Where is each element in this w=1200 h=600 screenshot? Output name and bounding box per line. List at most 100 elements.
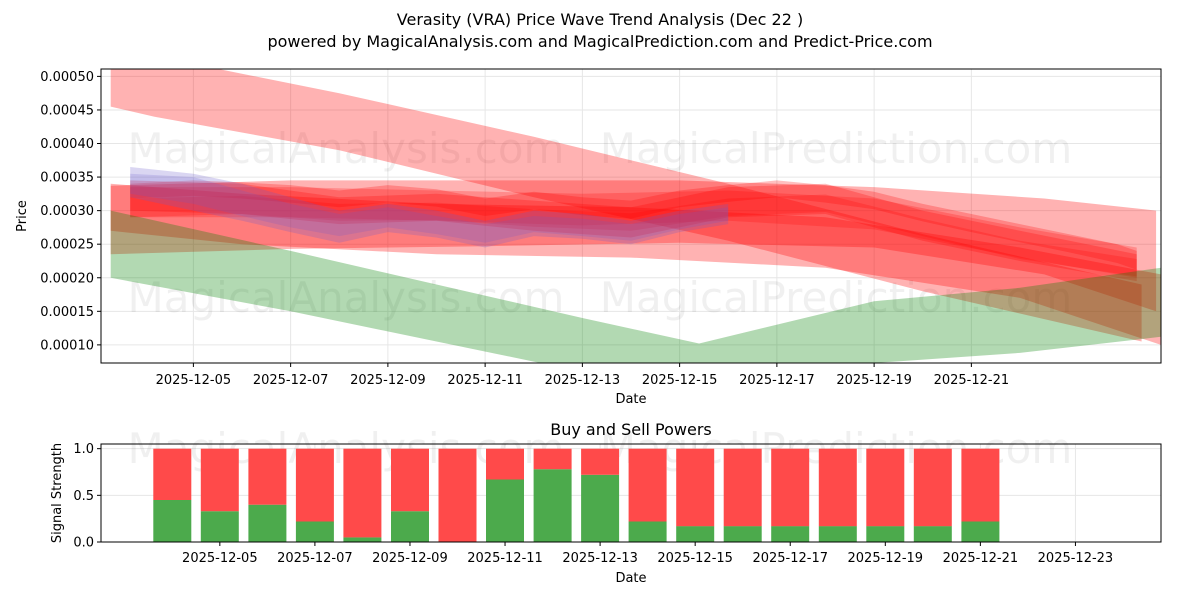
- buy-bar: [343, 537, 382, 542]
- price-chart-panel: MagicalAnalysis.com MagicalPrediction.co…: [15, 68, 1162, 407]
- buy-bar: [200, 511, 239, 542]
- watermark-analysis-top: MagicalAnalysis.com: [128, 124, 565, 173]
- buy-bar: [248, 504, 287, 542]
- price-y-tick-label: 0.00020: [40, 271, 94, 286]
- sell-bar: [771, 448, 810, 527]
- price-x-tick-label: 2025-12-13: [545, 373, 621, 388]
- sell-bar: [913, 448, 952, 527]
- red-wide-mid-band: [110, 180, 1157, 312]
- signal-y-tick-label: 1.0: [73, 442, 94, 457]
- signal-y-tick-label: 0.5: [73, 489, 94, 504]
- price-axes-frame: [100, 68, 1162, 364]
- sell-bar: [676, 448, 715, 527]
- price-x-tick-label: 2025-12-21: [934, 373, 1010, 388]
- signal-chart-panel: Buy and Sell Powers MagicalAnalysis.com …: [50, 420, 1162, 586]
- sell-bar: [628, 448, 667, 522]
- signal-x-tick-label: 2025-12-11: [467, 551, 543, 566]
- watermark-prediction-top: MagicalPrediction.com: [600, 124, 1073, 173]
- buy-bar: [961, 521, 1000, 542]
- price-y-tick-label: 0.00045: [40, 103, 94, 118]
- signal-x-tick-label: 2025-12-13: [562, 551, 638, 566]
- buy-bar: [486, 479, 524, 542]
- sell-bar: [866, 448, 905, 527]
- price-y-tick-label: 0.00040: [40, 137, 94, 152]
- buy-bar: [153, 500, 192, 542]
- price-y-axis-label: Price: [15, 200, 30, 232]
- price-x-tick-label: 2025-12-07: [253, 373, 329, 388]
- figure-title: Verasity (VRA) Price Wave Trend Analysis…: [397, 10, 803, 29]
- figure-subtitle: powered by MagicalAnalysis.com and Magic…: [267, 32, 932, 51]
- sell-bar: [533, 448, 572, 470]
- signal-x-tick-label: 2025-12-15: [657, 551, 733, 566]
- sell-bar: [486, 448, 524, 480]
- buy-bar: [866, 526, 905, 542]
- price-y-tick-label: 0.00010: [40, 338, 94, 353]
- buy-bar: [295, 521, 334, 542]
- buy-bar: [723, 526, 762, 542]
- green-band: [110, 210, 1161, 363]
- red-core-3: [130, 187, 1137, 278]
- sell-bar: [343, 448, 382, 538]
- price-y-tick-label: 0.00025: [40, 238, 94, 253]
- signal-x-axis-label: Date: [615, 571, 646, 586]
- buy-bar: [771, 526, 810, 542]
- red-core-4: [130, 194, 1137, 277]
- sell-bar: [581, 448, 620, 475]
- buy-bar: [818, 526, 857, 542]
- buy-bar: [391, 511, 429, 542]
- price-x-tick-label: 2025-12-11: [447, 373, 523, 388]
- signal-x-tick-label: 2025-12-17: [752, 551, 828, 566]
- signal-x-tick-label: 2025-12-05: [182, 551, 258, 566]
- purple-band-2: [130, 173, 729, 243]
- price-x-axis-label: Date: [615, 392, 646, 407]
- red-wide-low-band: [110, 183, 1161, 345]
- price-plot-area: [101, 69, 1161, 363]
- price-y-tick-label: 0.00050: [40, 70, 94, 85]
- price-x-tick-label: 2025-12-19: [836, 373, 912, 388]
- signal-x-tick-label: 2025-12-07: [277, 551, 353, 566]
- sell-bar: [295, 448, 334, 522]
- signal-x-tick-label: 2025-12-21: [943, 551, 1019, 566]
- purple-band-1: [130, 167, 729, 248]
- buy-bar: [581, 474, 620, 542]
- sell-bar: [438, 448, 477, 542]
- signal-chart-title: Buy and Sell Powers: [550, 420, 712, 439]
- buy-bar: [533, 469, 572, 542]
- sell-bar: [818, 448, 857, 527]
- sell-bar: [391, 448, 429, 512]
- signal-bars: [153, 448, 1000, 542]
- price-y-tick-label: 0.00030: [40, 204, 94, 219]
- signal-y-axis-label: Signal Strength: [50, 443, 65, 543]
- red-core-1: [130, 180, 1137, 270]
- price-x-tick-label: 2025-12-05: [156, 373, 232, 388]
- sell-bar: [200, 448, 239, 512]
- price-y-tick-label: 0.00015: [40, 305, 94, 320]
- price-x-tick-label: 2025-12-09: [350, 373, 426, 388]
- price-grid: [101, 69, 1161, 363]
- price-bands: [110, 69, 1161, 363]
- price-x-tick-label: 2025-12-17: [739, 373, 815, 388]
- red-wide-upper-band: [110, 69, 1142, 342]
- red-core-2: [130, 180, 1137, 282]
- signal-x-tick-label: 2025-12-23: [1038, 551, 1114, 566]
- sell-bar: [961, 448, 1000, 522]
- buy-bar: [913, 526, 952, 542]
- sell-bar: [153, 448, 192, 500]
- signal-axes-frame: [100, 443, 1162, 543]
- buy-bar: [628, 521, 667, 542]
- watermark-analysis-mid: MagicalAnalysis.com: [128, 273, 565, 322]
- signal-x-tick-label: 2025-12-19: [848, 551, 924, 566]
- signal-x-ticks: 2025-12-05 2025-12-07 2025-12-09 2025-12-11…: [182, 542, 1113, 566]
- price-y-tick-label: 0.00035: [40, 171, 94, 186]
- buy-bar: [676, 526, 715, 542]
- signal-y-ticks: 0.0 0.5 1.0: [73, 442, 101, 551]
- price-y-ticks: 0.00010 0.00015 0.00020 0.00025 0.00030 0.000…: [40, 70, 101, 353]
- signal-x-tick-label: 2025-12-09: [372, 551, 448, 566]
- price-x-tick-label: 2025-12-15: [642, 373, 718, 388]
- signal-y-tick-label: 0.0: [73, 536, 94, 551]
- sell-bar: [723, 448, 762, 527]
- price-x-ticks: 2025-12-05 2025-12-07 2025-12-09 2025-12-11…: [156, 363, 1010, 388]
- sell-bar: [248, 448, 287, 505]
- watermark-prediction-mid: MagicalPrediction.com: [600, 273, 1073, 322]
